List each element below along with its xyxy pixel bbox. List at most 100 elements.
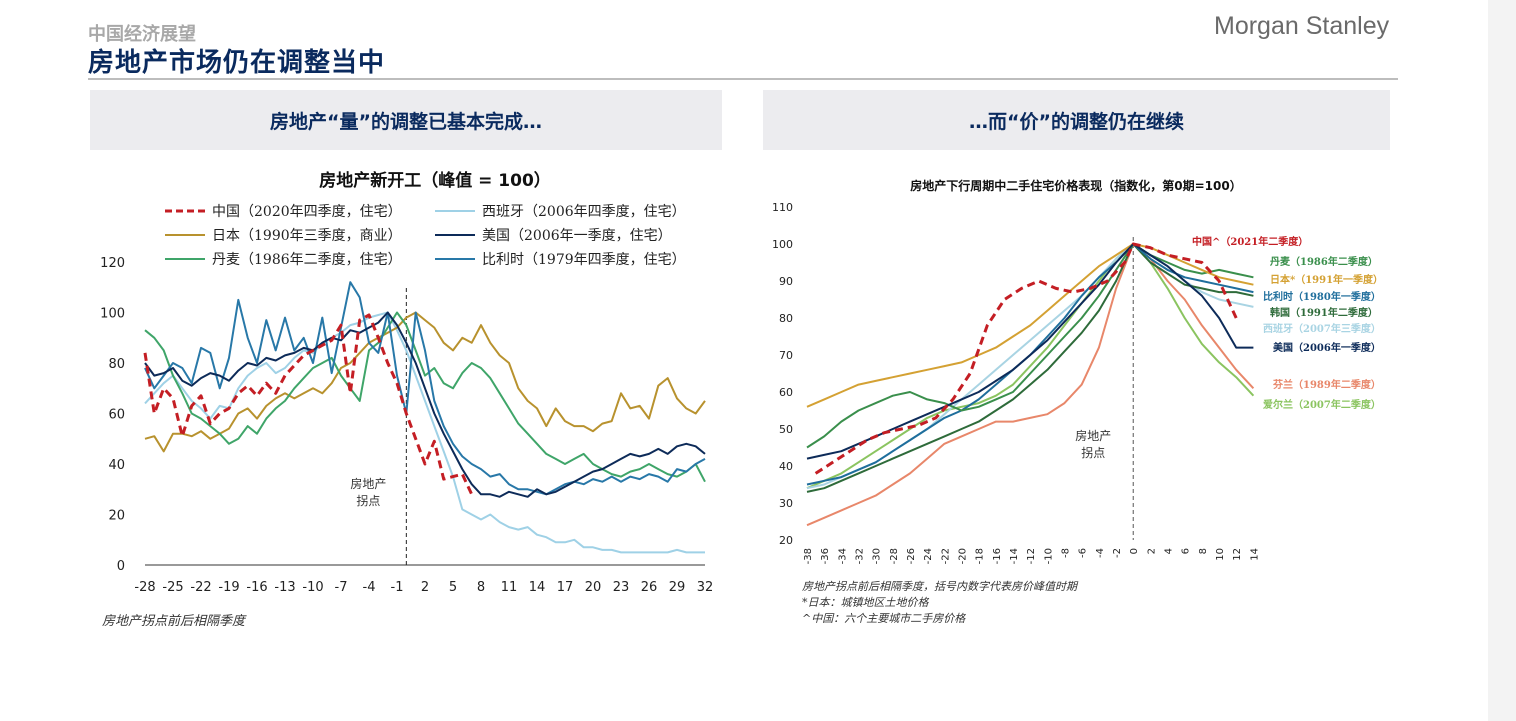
left-footnote: 房地产拐点前后相隔季度 xyxy=(102,614,246,629)
series-label: 中国^（2021年二季度） xyxy=(1192,235,1308,248)
series-line xyxy=(814,242,1238,475)
x-tick-label: 0 xyxy=(1129,548,1140,554)
x-tick-label: -28 xyxy=(134,580,155,595)
x-tick-label: -10 xyxy=(1043,548,1054,564)
x-tick-label: 8 xyxy=(477,580,485,595)
x-tick-label: -24 xyxy=(923,548,934,564)
series-line xyxy=(806,243,1254,486)
y-tick-label: 110 xyxy=(772,201,793,214)
x-tick-label: -4 xyxy=(363,580,376,595)
x-tick-label: -16 xyxy=(246,580,267,595)
x-tick-label: -7 xyxy=(335,580,348,595)
chart-title: 房地产新开工（峰值 = 100） xyxy=(319,170,551,191)
legend-label: 比利时（1979年四季度，住宅） xyxy=(482,252,686,268)
x-tick-label: -28 xyxy=(889,548,900,564)
brand-logo: Morgan Stanley xyxy=(1214,12,1390,40)
housing-starts-chart: 房地产新开工（峰值 = 100） 0 20 40 60 80 100 120 -28 -25 -22… xyxy=(100,170,714,595)
x-tick-label: 12 xyxy=(1232,548,1243,561)
house-price-chart: 房地产下行周期中二手住宅价格表现（指数化，第0期=100）20304050607… xyxy=(772,178,1383,564)
x-tick-label: -12 xyxy=(1026,548,1037,564)
x-tick-label: -13 xyxy=(274,580,295,595)
y-tick-label: 90 xyxy=(779,275,793,288)
x-tick-label: -20 xyxy=(958,548,969,564)
x-tick-label: 8 xyxy=(1198,548,1209,554)
x-tick-label: -18 xyxy=(975,548,986,564)
x-tick-label: -38 xyxy=(803,548,814,564)
x-tick-label: -22 xyxy=(190,580,211,595)
inflection-label: 房地产 xyxy=(350,476,386,491)
x-tick-label: -16 xyxy=(992,548,1003,564)
inflection-label: 拐点 xyxy=(1081,445,1105,460)
y-tick-label: 0 xyxy=(117,559,125,574)
y-tick-label: 30 xyxy=(779,497,793,510)
x-tick-label: 2 xyxy=(1146,548,1157,554)
series-line xyxy=(144,311,706,453)
series-line xyxy=(144,311,706,498)
right-footnote-1: 房地产拐点前后相隔季度，括号内数字代表房价峰值时期 xyxy=(802,580,1077,593)
x-tick-label: 11 xyxy=(501,580,518,595)
legend-label: 中国（2020年四季度，住宅） xyxy=(212,204,402,220)
x-tick-label: -10 xyxy=(302,580,323,595)
x-tick-label: 26 xyxy=(641,580,658,595)
x-tick-label: -6 xyxy=(1078,548,1089,558)
chart-title: 房地产下行周期中二手住宅价格表现（指数化，第0期=100） xyxy=(910,178,1241,193)
x-tick-label: 14 xyxy=(1249,548,1260,561)
x-tick-label: -1 xyxy=(391,580,404,595)
x-tick-label: -4 xyxy=(1095,548,1106,558)
x-tick-label: 6 xyxy=(1181,548,1192,554)
series-line xyxy=(144,311,705,554)
header-divider xyxy=(88,78,1398,80)
series-line xyxy=(144,311,706,483)
legend-label: 美国（2006年一季度，住宅） xyxy=(482,228,672,244)
left-panel-heading: 房地产“量”的调整已基本完成… xyxy=(90,90,722,150)
right-margin-strip xyxy=(1488,0,1516,721)
series-label: 日本*（1991年一季度） xyxy=(1270,273,1383,286)
series-line xyxy=(144,281,706,496)
page-title: 房地产市场仍在调整当中 xyxy=(88,48,386,78)
legend-label: 日本（1990年三季度，商业） xyxy=(212,228,402,244)
series-label: 韩国（1991年二季度） xyxy=(1270,306,1378,319)
inflection-label: 房地产 xyxy=(1075,428,1111,443)
series-label: 西班牙（2007年三季度） xyxy=(1263,322,1381,335)
x-tick-label: 10 xyxy=(1215,548,1226,561)
y-tick-label: 60 xyxy=(779,386,793,399)
series-label: 芬兰（1989年二季度） xyxy=(1272,378,1381,391)
y-tick-label: 70 xyxy=(779,349,793,362)
x-tick-label: 32 xyxy=(697,580,714,595)
x-tick-label: -19 xyxy=(218,580,239,595)
series-line xyxy=(143,313,474,495)
y-tick-label: 40 xyxy=(779,460,793,473)
series-label: 丹麦（1986年二季度） xyxy=(1270,255,1378,268)
right-footnote-3: ^中国：六个主要城市二手房价格 xyxy=(802,612,966,625)
legend-label: 西班牙（2006年四季度，住宅） xyxy=(482,204,686,220)
y-tick-label: 20 xyxy=(779,534,793,547)
series-line xyxy=(806,243,1254,449)
x-tick-label: 2 xyxy=(421,580,429,595)
x-tick-label: 17 xyxy=(557,580,574,595)
y-tick-label: 100 xyxy=(100,307,125,322)
series-line xyxy=(806,243,1255,527)
legend-label: 丹麦（1986年二季度，住宅） xyxy=(212,252,402,268)
x-tick-label: 23 xyxy=(613,580,630,595)
x-tick-label: -22 xyxy=(940,548,951,564)
x-tick-label: 29 xyxy=(669,580,686,595)
x-tick-label: 4 xyxy=(1164,548,1175,554)
series-line xyxy=(806,243,1254,460)
x-tick-label: 5 xyxy=(449,580,457,595)
right-footnote-2: *日本：城镇地区土地价格 xyxy=(802,596,929,609)
series-label: 比利时（1980年一季度） xyxy=(1263,290,1381,303)
y-tick-label: 50 xyxy=(779,423,793,436)
x-tick-label: -32 xyxy=(855,548,866,564)
x-tick-label: -36 xyxy=(820,548,831,564)
y-tick-label: 40 xyxy=(108,458,125,473)
x-tick-label: 14 xyxy=(529,580,546,595)
x-tick-label: -8 xyxy=(1061,548,1072,558)
right-panel-heading: …而“价”的调整仍在继续 xyxy=(763,90,1390,150)
y-tick-label: 80 xyxy=(779,312,793,325)
x-tick-label: 20 xyxy=(585,580,602,595)
series-line xyxy=(806,243,1255,490)
x-tick-label: -14 xyxy=(1009,548,1020,564)
y-tick-label: 60 xyxy=(108,408,125,423)
series-line xyxy=(806,243,1254,493)
page-supertitle: 中国经济展望 xyxy=(88,24,196,45)
